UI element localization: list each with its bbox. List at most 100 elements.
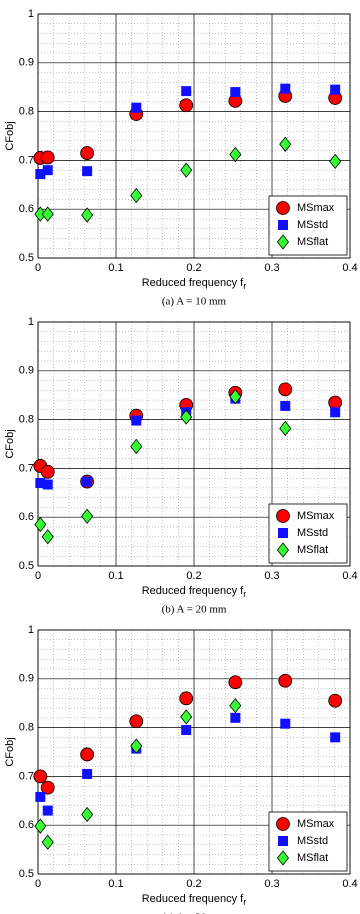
data-point [278,382,293,397]
data-point [280,718,291,729]
data-point [329,153,342,170]
y-tick-label: 0.6 [19,819,34,831]
x-tick-label: 0 [35,878,41,890]
y-tick-label: 0.9 [19,57,34,69]
legend-marker [276,509,290,523]
y-axis-label: CFobj [4,429,16,458]
legend-marker [276,201,290,215]
data-point [279,136,292,152]
data-point [35,478,46,489]
data-point [42,479,53,490]
x-tick-label: 0.4 [342,570,357,582]
data-point [41,834,54,850]
x-tick-label: 0.3 [264,262,279,274]
data-point [129,714,144,729]
x-tick-label: 0 [35,570,41,582]
data-point [230,712,241,723]
x-tick-label: 0.1 [108,878,123,890]
plot-frame [37,321,351,567]
legend-marker [276,234,290,250]
data-point [330,84,341,95]
data-point [35,169,46,180]
data-point [228,675,243,690]
y-tick-label: 0.9 [19,673,34,685]
data-point [180,409,193,425]
data-point [279,420,292,437]
x-axis-label: Reduced frequency fr [142,893,247,907]
legend-marker [276,850,290,866]
chart: 0 0.1 0.2 0.3 0.4 0.5 0.6 0.7 0.8 0.9 1 Reduced fre… [4,624,358,914]
x-tick-label: 0.4 [342,878,357,890]
y-tick-label: 0.7 [19,770,34,782]
plot-frame [37,629,351,875]
caption: (c) A = 30 mm [162,912,227,914]
y-tick-label: 1 [28,624,34,636]
legend-marker [278,220,288,230]
data-point [42,165,53,176]
chart: 0 0.1 0.2 0.3 0.4 0.5 0.6 0.7 0.8 0.9 1 Reduced fre… [4,8,358,308]
x-axis-label: Reduced frequency fr [142,585,247,599]
data-point [40,150,55,165]
x-tick-label: 0.3 [264,878,279,890]
y-tick-label: 1 [28,8,34,20]
x-tick-label: 0 [35,262,41,274]
x-tick-label: 0.1 [108,262,123,274]
data-point [41,206,54,222]
legend-marker [278,528,288,538]
x-axis-label-sub: r [243,281,246,291]
data-point [181,86,192,97]
data-point [179,691,194,706]
x-axis-label-main: Reduced frequency f [142,585,244,597]
data-point [180,162,193,178]
data-point [229,697,242,714]
y-axis-label: CFobj [4,121,16,150]
data-point [130,187,143,204]
y-tick-label: 0.8 [19,106,34,118]
x-axis-label: Reduced frequency fr [142,277,247,291]
x-axis-label-main: Reduced frequency f [142,893,244,905]
legend-marker [278,836,288,846]
y-tick-label: 0.9 [19,365,34,377]
x-tick-label: 0.2 [186,262,201,274]
data-point [40,464,55,479]
caption: (a) A = 10 mm [162,296,227,308]
data-point [131,102,142,113]
x-tick-label: 0.2 [186,570,201,582]
y-tick-label: 0.8 [19,414,34,426]
x-tick-label: 0.3 [264,570,279,582]
data-point [34,818,47,834]
data-point [180,709,193,725]
y-tick-label: 0.5 [19,560,34,572]
data-point [80,146,95,160]
y-tick-label: 0.5 [19,252,34,264]
y-tick-label: 0.6 [19,511,34,523]
legend-label: MSstd [297,527,328,539]
y-tick-label: 0.5 [19,868,34,880]
legend-label: MSmax [297,202,335,214]
y-tick-label: 0.8 [19,722,34,734]
legend-label: MSflat [297,236,328,248]
data-point [230,87,241,98]
legend-label: MSmax [297,510,335,522]
data-point [130,438,143,455]
data-point [280,400,291,411]
data-point [280,83,291,94]
data-point [80,747,95,762]
plot-frame [37,13,351,259]
x-tick-label: 0.1 [108,570,123,582]
data-point [330,732,341,743]
legend-label: MSflat [297,852,328,864]
data-point [82,768,93,779]
legend-marker [276,542,290,558]
data-point [81,508,94,524]
data-point [328,395,343,410]
y-tick-label: 1 [28,316,34,328]
data-point [278,673,293,688]
data-point [330,407,341,418]
x-axis-label-sub: r [243,897,246,907]
data-point [229,389,242,405]
caption: (b) A = 20 mm [162,604,227,616]
data-point [33,769,48,784]
y-tick-label: 0.6 [19,203,34,215]
